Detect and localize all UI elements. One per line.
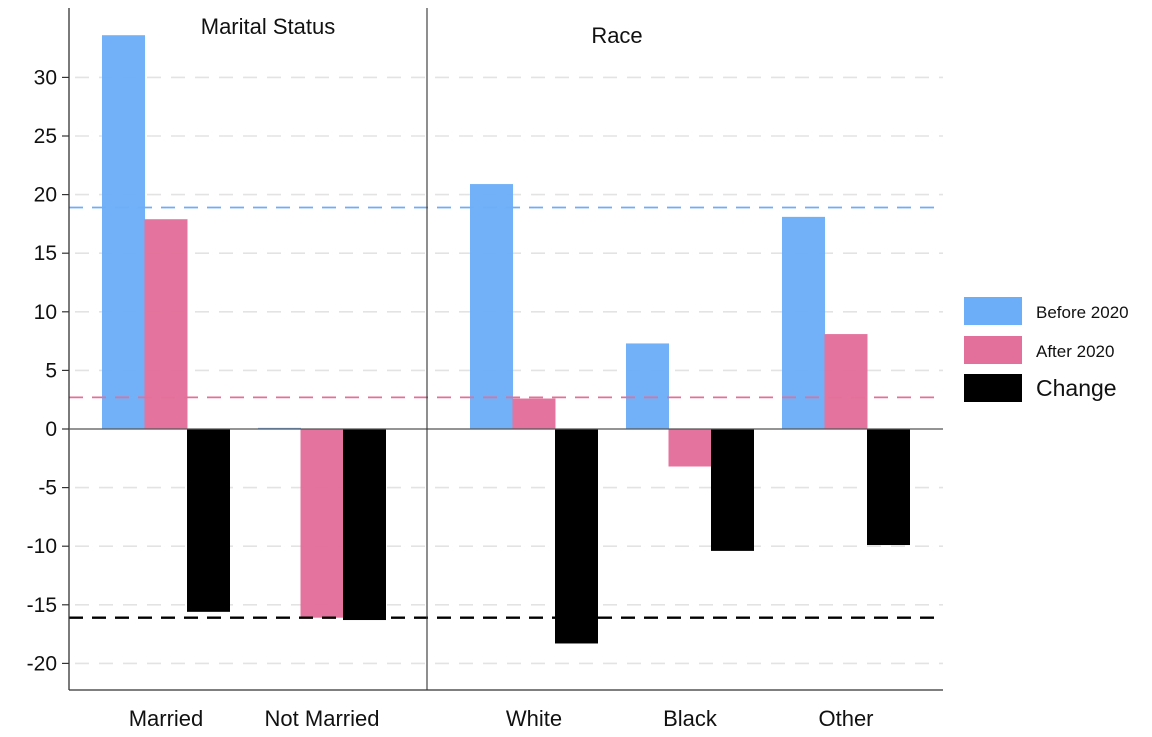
y-tick-label: 15 [34, 242, 57, 265]
bar-after-2020 [668, 429, 712, 467]
category-label: White [506, 706, 562, 731]
bar-change [555, 429, 598, 644]
bar-before-2020 [102, 35, 145, 429]
y-tick-label: -15 [27, 594, 57, 617]
bar-change [343, 429, 386, 621]
category-label: Other [818, 706, 873, 731]
y-tick-label: 0 [45, 418, 57, 441]
legend-swatch [964, 336, 1022, 364]
bar-after-2020 [512, 398, 556, 429]
legend-label: Before 2020 [1036, 303, 1129, 322]
y-tick-label: 5 [45, 359, 57, 382]
bar-after-2020 [144, 219, 188, 429]
panel-title: Race [591, 23, 642, 48]
y-tick-label: 10 [34, 301, 57, 324]
legend-label: After 2020 [1036, 342, 1114, 361]
legend-swatch [964, 374, 1022, 402]
panel-title: Marital Status [201, 14, 336, 39]
category-label: Married [129, 706, 204, 731]
y-tick-label: 30 [34, 66, 57, 89]
bar-change [867, 429, 910, 546]
bar-change [187, 429, 230, 612]
bar-before-2020 [782, 216, 825, 429]
legend-label: Change [1036, 375, 1117, 401]
category-label: Black [663, 706, 718, 731]
y-tick-label: -10 [27, 535, 57, 558]
bar-after-2020 [824, 334, 868, 429]
legend-swatch [964, 297, 1022, 325]
bar-after-2020 [300, 429, 344, 618]
y-tick-label: 25 [34, 125, 57, 148]
y-tick-label: -5 [38, 477, 57, 500]
category-label: Not Married [265, 706, 380, 731]
bar-before-2020 [626, 343, 669, 429]
y-tick-label: 20 [34, 184, 57, 207]
bar-before-2020 [470, 184, 513, 429]
y-tick-label: -20 [27, 652, 57, 675]
bar-change [711, 429, 754, 551]
